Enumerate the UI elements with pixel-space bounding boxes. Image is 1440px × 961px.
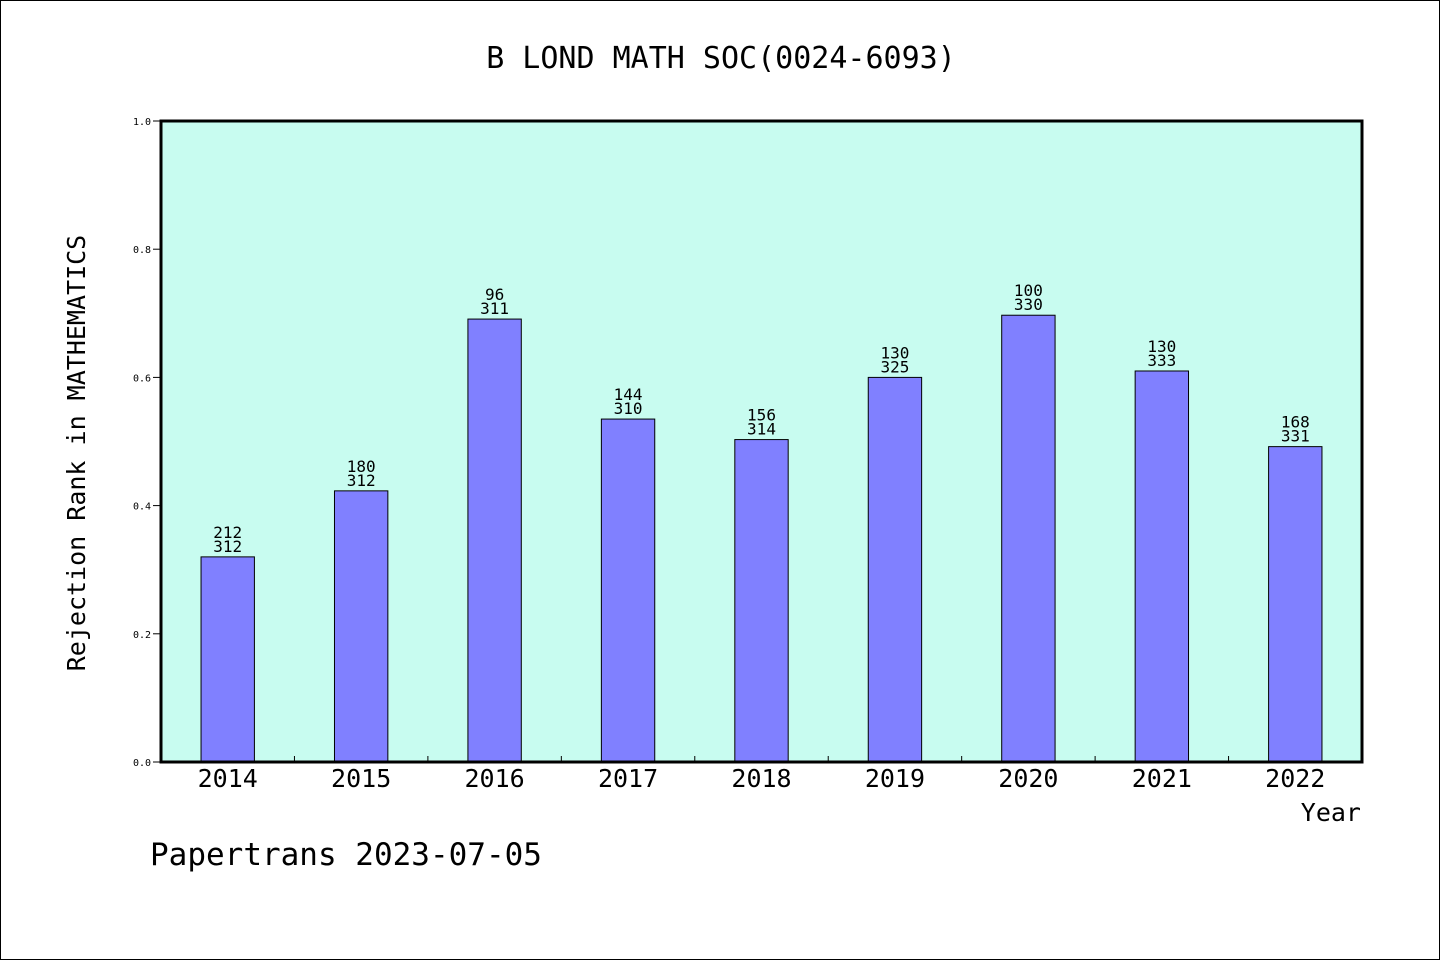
x-tick-label: 2019 [865,764,925,793]
y-axis-ticks: 0.0 0.2 0.4 0.6 0.8 1.0 [133,117,161,769]
bar-label-top: 156 [747,406,776,425]
bar-label-bottom: 310 [614,399,643,418]
bar-label-bottom: 312 [213,537,242,556]
x-axis-ticks: 2014 2015 2016 2017 2018 2019 2020 2021 2022 [198,756,1325,793]
footer-credit: Papertrans 2023-07-05 [150,837,542,873]
y-axis-label: Rejection Rank in MATHEMATICS [62,235,91,672]
y-tick-label: 0.0 [133,758,151,769]
bar-label-top: 180 [347,457,376,476]
bar-2014 [200,556,255,763]
bar-2015 [333,490,389,763]
bar-2017 [600,418,656,763]
x-axis-label: Year [1301,798,1361,827]
bar-2022 [1268,446,1323,763]
x-tick-label: 2016 [465,764,525,793]
bar-label-bottom: 333 [1147,351,1176,370]
bars-group [200,314,1323,763]
y-tick-label: 1.0 [133,117,151,128]
bar-label-top: 130 [880,343,909,362]
x-tick-label: 2015 [331,764,391,793]
y-tick-label: 0.4 [133,502,151,513]
y-tick-label: 0.6 [133,373,151,384]
x-tick-label: 2018 [731,764,791,793]
bar-2019 [867,376,923,763]
y-tick-label: 0.2 [133,630,151,641]
bar-label-bottom: 312 [347,471,376,490]
plot-border [159,119,1364,764]
x-tick-label: 2022 [1265,764,1325,793]
x-tick-label: 2017 [598,764,658,793]
bar-label-bottom: 314 [747,420,776,439]
bar-label-top: 144 [614,385,643,404]
x-tick-label: 2021 [1132,764,1192,793]
y-tick-label: 0.8 [133,245,151,256]
bar-label-top: 168 [1281,413,1310,432]
bar-label-bottom: 325 [880,357,909,376]
bar-2018 [734,439,789,763]
bar-2021 [1134,370,1190,763]
bar-label-bottom: 311 [480,299,509,318]
bar-label-top: 96 [485,285,504,304]
x-tick-label: 2014 [198,764,258,793]
chart-title: B LOND MATH SOC(0024-6093) [486,41,956,76]
bar-label-top: 212 [213,523,242,542]
bar-2020 [1001,314,1056,763]
bar-2016 [467,318,522,763]
bar-label-top: 100 [1014,281,1043,300]
bar-label-bottom: 330 [1014,295,1043,314]
x-tick-label: 2020 [998,764,1058,793]
bar-label-top: 130 [1147,337,1176,356]
bar-label-bottom: 331 [1281,427,1310,446]
